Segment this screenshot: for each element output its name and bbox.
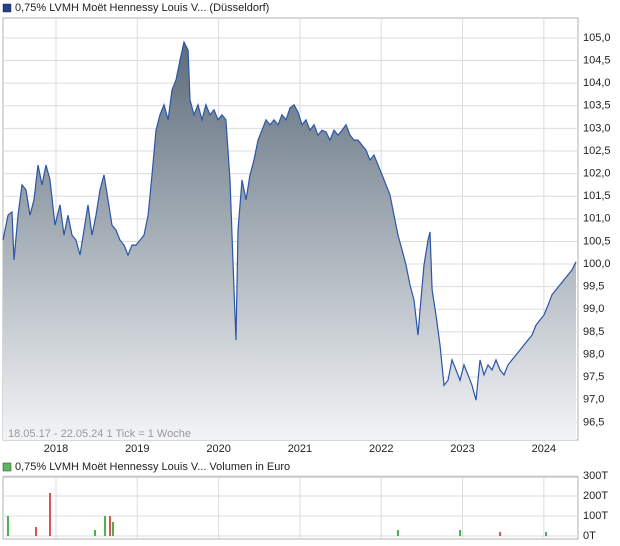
x-tick-label: 2023 [450,443,474,455]
x-tick-label: 2022 [369,443,393,455]
legend-label: 0,75% LVMH Moët Hennessy Louis V... (Düs… [15,2,269,14]
volume-bar [104,516,107,536]
y-tick-label: 97,5 [583,371,604,383]
volume-bar [108,516,111,536]
y-tick-label: 0T [583,530,596,542]
volume-bar [35,527,38,536]
x-tick-label: 2020 [206,443,230,455]
volume-bar [545,532,548,536]
y-tick-label: 103,5 [583,100,611,112]
price-area [3,42,576,440]
y-tick-label: 99,0 [583,303,604,315]
y-tick-label: 104,5 [583,54,611,66]
x-tick-label: 2019 [125,443,149,455]
y-tick-label: 104,0 [583,77,611,89]
y-tick-label: 98,5 [583,326,604,338]
volume-bar [94,530,97,536]
legend-label: 0,75% LVMH Moët Hennessy Louis V... Volu… [15,461,290,473]
y-tick-label: 101,5 [583,190,611,202]
volume-bar [112,522,115,536]
y-tick-label: 200T [583,490,608,502]
x-tick-label: 2024 [532,443,556,455]
y-tick-label: 96,5 [583,416,604,428]
y-tick-label: 100T [583,510,608,522]
volume-bar [6,516,9,536]
legend-marker [2,462,12,472]
x-tick-label: 2018 [44,443,68,455]
y-tick-label: 102,0 [583,167,611,179]
y-tick-label: 97,0 [583,394,604,406]
y-tick-label: 100,0 [583,258,611,270]
volume-bar [459,530,462,536]
y-tick-label: 300T [583,470,608,482]
y-tick-label: 103,0 [583,122,611,134]
price-line [2,40,577,401]
legend-marker [2,3,12,13]
y-tick-label: 101,0 [583,213,611,225]
volume-bar [396,530,399,536]
volume-bar [499,532,502,536]
y-tick-label: 100,5 [583,235,611,247]
plot-area [2,476,579,540]
y-tick-label: 98,0 [583,348,604,360]
y-tick-label: 102,5 [583,145,611,157]
volume-bar [48,493,51,536]
y-tick-label: 105,0 [583,32,611,44]
annotation: 18.05.17 - 22.05.24 1 Tick = 1 Woche [8,428,191,440]
y-tick-label: 99,5 [583,281,604,293]
x-tick-label: 2021 [288,443,312,455]
